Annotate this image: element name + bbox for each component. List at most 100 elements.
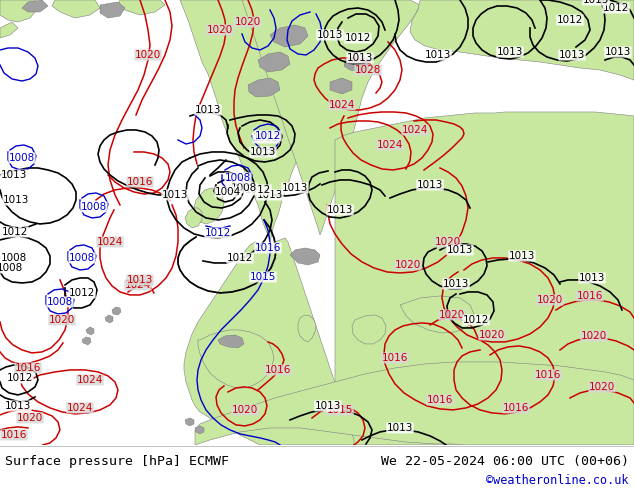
Polygon shape xyxy=(118,0,165,15)
Text: 1015: 1015 xyxy=(327,405,353,415)
Text: 1013: 1013 xyxy=(387,423,413,433)
Text: 1013: 1013 xyxy=(347,53,373,63)
Text: 1016: 1016 xyxy=(1,430,27,440)
Text: 1024: 1024 xyxy=(377,140,403,150)
Text: 1016: 1016 xyxy=(535,370,561,380)
Text: 1012: 1012 xyxy=(253,133,279,143)
Polygon shape xyxy=(105,315,113,323)
Text: 1012: 1012 xyxy=(345,33,371,43)
Text: 1013: 1013 xyxy=(281,183,308,193)
Text: 1015: 1015 xyxy=(250,272,276,282)
Polygon shape xyxy=(22,0,48,12)
Text: 1013: 1013 xyxy=(509,251,535,261)
Polygon shape xyxy=(195,426,204,434)
Text: 1013: 1013 xyxy=(425,50,451,60)
Text: 1020: 1020 xyxy=(235,17,261,27)
Polygon shape xyxy=(112,307,121,315)
Text: 1020: 1020 xyxy=(207,25,233,35)
Text: 1008: 1008 xyxy=(9,153,35,163)
Text: 1020: 1020 xyxy=(589,382,615,392)
Polygon shape xyxy=(344,55,370,72)
Text: 1013: 1013 xyxy=(1,170,27,180)
Text: 1016: 1016 xyxy=(265,365,291,375)
Text: 1013: 1013 xyxy=(443,279,469,289)
Text: 1020: 1020 xyxy=(439,310,465,320)
Text: 1024: 1024 xyxy=(402,125,428,135)
Text: 1012: 1012 xyxy=(255,131,281,141)
Text: 1012: 1012 xyxy=(227,253,253,263)
Polygon shape xyxy=(270,25,308,47)
Polygon shape xyxy=(198,330,274,388)
Text: 1020: 1020 xyxy=(435,237,461,247)
Text: 1024: 1024 xyxy=(329,100,355,110)
Polygon shape xyxy=(335,112,634,445)
Text: 1008: 1008 xyxy=(47,297,73,307)
Text: 1008: 1008 xyxy=(1,253,27,263)
Polygon shape xyxy=(185,208,202,228)
Text: 1016: 1016 xyxy=(503,403,529,413)
Polygon shape xyxy=(248,78,280,97)
Text: 1013: 1013 xyxy=(447,245,473,255)
Text: 1013: 1013 xyxy=(417,180,443,190)
Text: 1008: 1008 xyxy=(225,173,251,183)
Text: 1013: 1013 xyxy=(583,0,609,5)
Text: 1013: 1013 xyxy=(579,273,605,283)
Text: 1024: 1024 xyxy=(67,403,93,413)
Text: 1012: 1012 xyxy=(603,3,629,13)
Polygon shape xyxy=(195,362,634,445)
Text: 1024: 1024 xyxy=(77,375,103,385)
Polygon shape xyxy=(352,315,386,344)
Text: 1016: 1016 xyxy=(127,177,153,187)
Polygon shape xyxy=(185,418,194,426)
Polygon shape xyxy=(86,327,94,335)
Text: 1028: 1028 xyxy=(355,65,381,75)
Text: 1013: 1013 xyxy=(195,105,221,115)
Polygon shape xyxy=(0,22,18,38)
Polygon shape xyxy=(184,238,354,445)
Polygon shape xyxy=(0,0,38,22)
Polygon shape xyxy=(242,0,420,235)
Text: 1024: 1024 xyxy=(97,237,123,247)
Text: 1013: 1013 xyxy=(257,190,283,200)
Text: 1008: 1008 xyxy=(231,183,257,193)
Text: 1020: 1020 xyxy=(537,295,563,305)
Polygon shape xyxy=(410,0,634,80)
Text: 1013: 1013 xyxy=(315,401,341,411)
Text: 1008: 1008 xyxy=(81,202,107,212)
Text: 1013: 1013 xyxy=(5,401,31,411)
Text: 1020: 1020 xyxy=(479,330,505,340)
Polygon shape xyxy=(100,2,125,18)
Text: 1012: 1012 xyxy=(557,15,583,25)
Polygon shape xyxy=(330,78,352,94)
Text: 1012: 1012 xyxy=(2,227,28,237)
Polygon shape xyxy=(52,0,100,18)
Polygon shape xyxy=(298,315,316,342)
Text: 1016: 1016 xyxy=(577,291,603,301)
Polygon shape xyxy=(400,296,474,333)
Text: 1020: 1020 xyxy=(49,315,75,325)
Text: 1012: 1012 xyxy=(463,315,489,325)
Text: 1020: 1020 xyxy=(135,50,161,60)
Polygon shape xyxy=(290,248,320,265)
Text: 1016: 1016 xyxy=(15,363,41,373)
Text: 1008: 1008 xyxy=(0,263,23,273)
Text: We 22-05-2024 06:00 UTC (00+06): We 22-05-2024 06:00 UTC (00+06) xyxy=(381,455,629,468)
Text: Surface pressure [hPa] ECMWF: Surface pressure [hPa] ECMWF xyxy=(5,455,229,468)
Text: 1020: 1020 xyxy=(17,413,43,423)
Text: 1016: 1016 xyxy=(427,395,453,405)
Polygon shape xyxy=(258,52,290,72)
Polygon shape xyxy=(82,337,91,345)
Text: 1016: 1016 xyxy=(255,243,281,253)
Text: 1013: 1013 xyxy=(317,30,343,40)
Text: 1012: 1012 xyxy=(205,228,231,238)
Text: 1024: 1024 xyxy=(125,280,151,290)
Text: 1016: 1016 xyxy=(382,353,408,363)
Text: 1020: 1020 xyxy=(581,331,607,341)
Text: 1012: 1012 xyxy=(245,185,271,195)
Text: 1013: 1013 xyxy=(497,47,523,57)
Polygon shape xyxy=(194,188,224,224)
Polygon shape xyxy=(218,335,244,348)
Text: 1012: 1012 xyxy=(69,288,95,298)
Text: 1013: 1013 xyxy=(559,50,585,60)
Text: 1013: 1013 xyxy=(162,190,188,200)
